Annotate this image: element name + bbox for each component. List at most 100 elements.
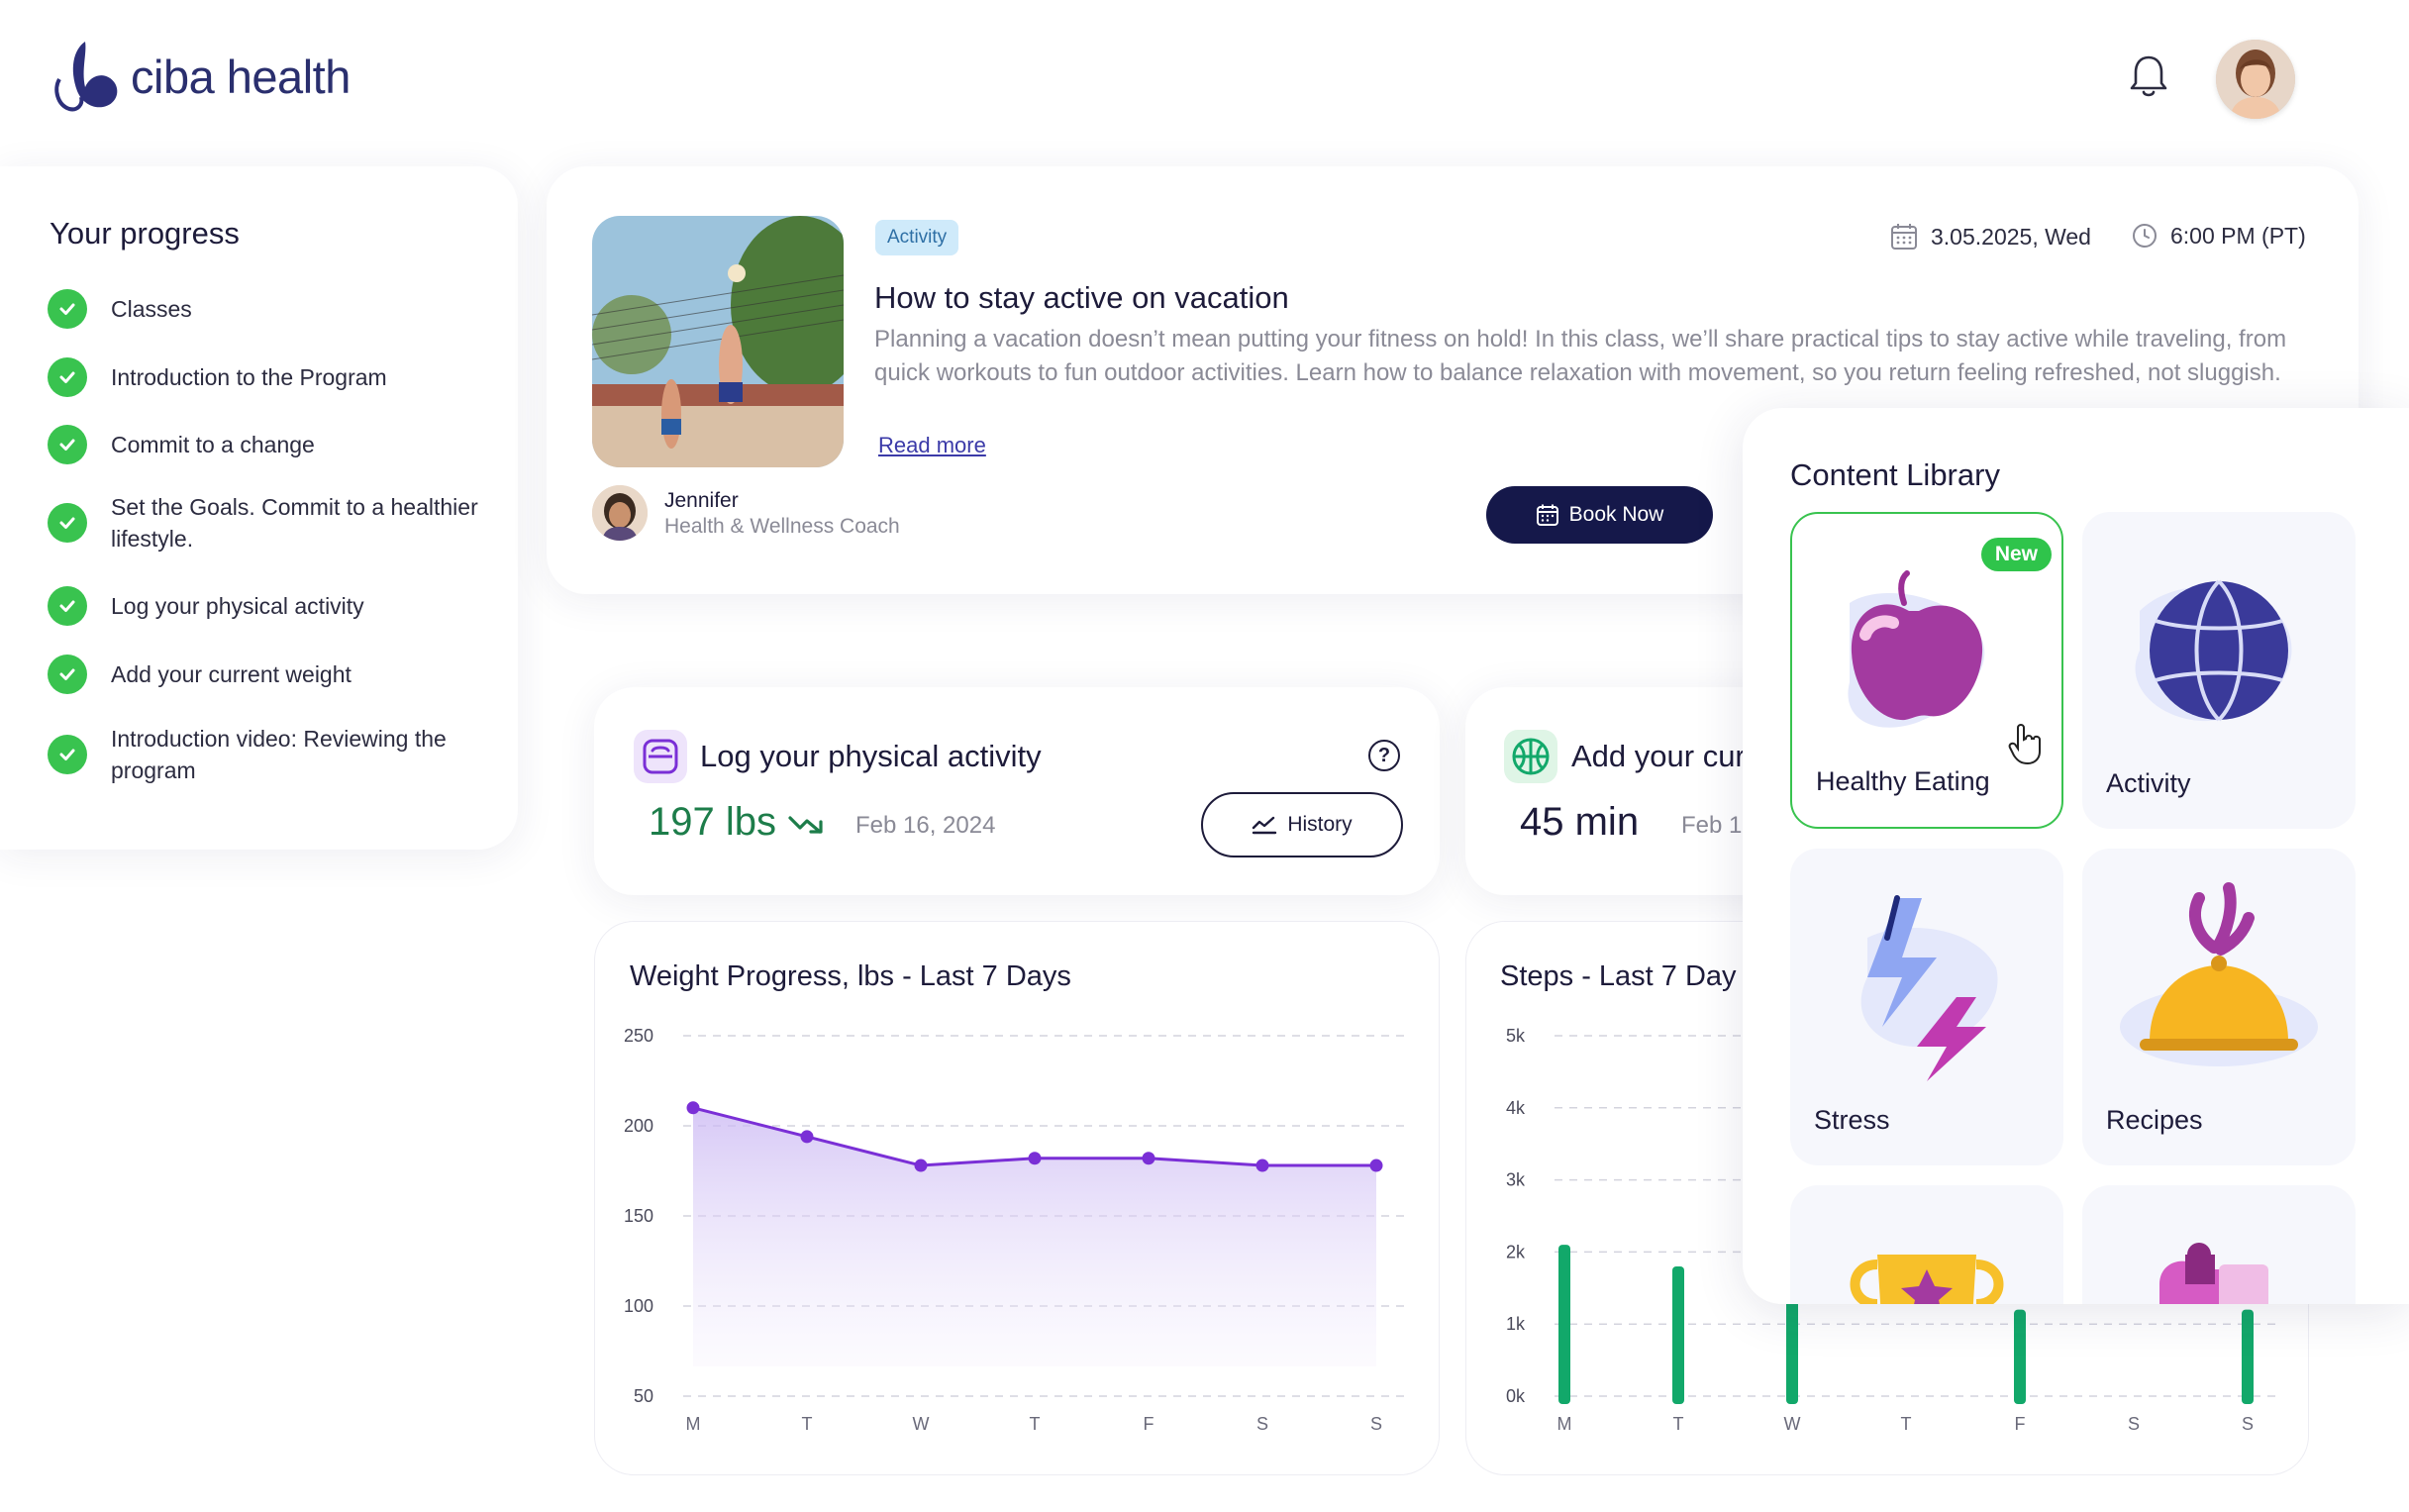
cloche-icon <box>2120 882 2318 1066</box>
trend-down-icon <box>788 816 823 834</box>
tile-recipes[interactable]: Recipes <box>2082 849 2356 1165</box>
check-icon <box>48 357 87 397</box>
read-more-link[interactable]: Read more <box>878 433 986 457</box>
data-point[interactable] <box>1028 1152 1042 1165</box>
class-title: How to stay active on vacation <box>874 280 1289 315</box>
y-tick-label: 50 <box>634 1386 653 1406</box>
tile-label: Healthy Eating <box>1816 766 1990 796</box>
puzzle-icon <box>2159 1243 2268 1304</box>
book-now-label: Book Now <box>1568 503 1664 526</box>
class-photo <box>592 216 844 467</box>
y-tick-label: 4k <box>1506 1098 1526 1118</box>
activity-stat-value: 197 lbs <box>649 800 776 844</box>
activity-stat-date: Feb 16, 2024 <box>855 812 996 839</box>
category-tag: Activity <box>875 220 959 255</box>
brand-name: ciba health <box>131 50 351 103</box>
progress-item[interactable]: Introduction video: Reviewing the progra… <box>48 723 483 786</box>
x-tick-label: T <box>1673 1414 1684 1434</box>
bell-icon[interactable] <box>2127 53 2170 99</box>
user-avatar-image <box>2216 40 2295 119</box>
x-tick-label: T <box>1030 1414 1041 1434</box>
data-point[interactable] <box>1369 1159 1383 1172</box>
coach-avatar-image <box>592 485 648 541</box>
coach-name: Jennifer <box>664 489 739 512</box>
new-badge: New <box>1980 538 2052 571</box>
trophy-icon <box>1850 1255 2004 1304</box>
y-tick-label: 200 <box>624 1116 653 1136</box>
tile-label: Recipes <box>2106 1105 2203 1135</box>
x-tick-label: F <box>1144 1414 1154 1434</box>
tile-healthy-eating[interactable]: New Healthy Eating <box>1790 512 2063 829</box>
user-avatar[interactable] <box>2216 40 2295 119</box>
bar[interactable] <box>2014 1309 2026 1404</box>
progress-item[interactable]: Introduction to the Program <box>48 357 483 397</box>
x-tick-label: S <box>2242 1414 2254 1434</box>
history-button[interactable]: History <box>1201 792 1403 857</box>
x-tick-label: W <box>913 1414 930 1434</box>
check-icon <box>48 503 87 543</box>
y-tick-label: 1k <box>1506 1314 1526 1334</box>
progress-card <box>0 166 518 850</box>
tile-label: Activity <box>2106 768 2191 798</box>
coach-avatar <box>592 485 648 541</box>
progress-item-label: Introduction to the Program <box>111 364 387 390</box>
progress-item-label: Log your physical activity <box>111 593 364 619</box>
tile-activity[interactable]: Activity <box>2082 512 2356 829</box>
area-fill <box>693 1107 1376 1366</box>
y-tick-label: 3k <box>1506 1170 1526 1190</box>
progress-item-label: Introduction video: Reviewing the progra… <box>111 726 447 783</box>
class-date: 3.05.2025, Wed <box>1889 222 2091 252</box>
pointer-hand-icon <box>2008 724 2041 765</box>
volleyball-photo <box>592 216 844 467</box>
progress-title: Your progress <box>50 216 240 251</box>
tile-stress[interactable]: Stress <box>1790 849 2063 1165</box>
weight-chart-title: Weight Progress, lbs - Last 7 Days <box>630 960 1071 992</box>
bar[interactable] <box>1558 1245 1570 1404</box>
content-library-title: Content Library <box>1790 457 2000 492</box>
bar[interactable] <box>1786 1280 1798 1404</box>
class-date-text: 3.05.2025, Wed <box>1931 223 2091 250</box>
progress-item[interactable]: Classes <box>48 289 483 329</box>
progress-item[interactable]: Log your physical activity <box>48 586 483 626</box>
lightning-icon <box>1860 895 1998 1081</box>
basketball-icon <box>1504 730 1557 783</box>
x-tick-label: F <box>2015 1414 2026 1434</box>
scale-icon <box>634 730 687 783</box>
tile-puzzle[interactable] <box>2082 1185 2356 1304</box>
data-point[interactable] <box>1255 1159 1269 1172</box>
progress-item[interactable]: Commit to a change <box>48 425 483 464</box>
y-tick-label: 250 <box>624 1026 653 1046</box>
progress-item-label: Commit to a change <box>111 432 315 457</box>
chart-line-icon <box>1253 816 1277 835</box>
butterfly-logo-icon <box>54 42 118 112</box>
class-time: 6:00 PM (PT) <box>2131 222 2306 250</box>
data-point[interactable] <box>914 1159 928 1172</box>
tile-goals[interactable] <box>1790 1185 2063 1304</box>
coach-role: Health & Wellness Coach <box>664 515 900 538</box>
data-point[interactable] <box>686 1101 700 1115</box>
progress-item-label: Add your current weight <box>111 661 351 687</box>
y-tick-label: 0k <box>1506 1386 1526 1406</box>
x-tick-label: S <box>2128 1414 2140 1434</box>
bar[interactable] <box>1672 1265 1684 1404</box>
x-tick-label: W <box>1784 1414 1801 1434</box>
weight-stat-value: 45 min <box>1520 800 1640 844</box>
progress-item[interactable]: Add your current weight <box>48 655 483 694</box>
brand-logo[interactable]: ciba health <box>51 40 351 113</box>
check-icon <box>48 425 87 464</box>
data-point[interactable] <box>800 1130 814 1144</box>
book-now-button[interactable]: Book Now <box>1486 486 1713 544</box>
bar[interactable] <box>2242 1309 2254 1404</box>
x-tick-label: S <box>1370 1414 1382 1434</box>
apple-icon <box>1848 570 1985 728</box>
calendar-icon <box>1891 224 1917 250</box>
progress-item[interactable]: Set the Goals. Commit to a healthier lif… <box>48 491 483 554</box>
y-tick-label: 5k <box>1506 1026 1526 1046</box>
check-icon <box>48 735 87 774</box>
check-icon <box>48 586 87 626</box>
class-time-text: 6:00 PM (PT) <box>2170 222 2306 249</box>
y-tick-label: 150 <box>624 1206 653 1226</box>
help-icon[interactable]: ? <box>1368 740 1400 771</box>
data-point[interactable] <box>1142 1152 1155 1165</box>
tile-label: Stress <box>1814 1105 1890 1135</box>
